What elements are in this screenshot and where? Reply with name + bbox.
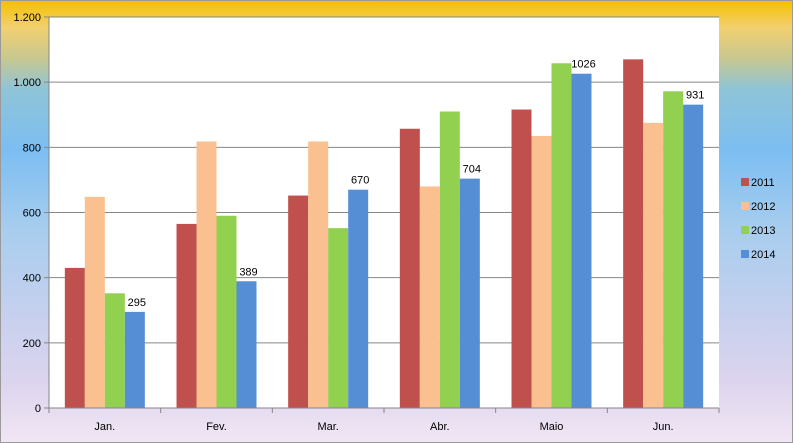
y-tick-label: 800 [23,142,41,154]
bar-2013-jun [663,91,684,408]
y-tick-label: 1.000 [13,77,41,89]
x-tick-label: Abr. [430,421,450,433]
bar-2014-jan [124,311,145,408]
bar-2011-mar [288,195,309,408]
legend-label-2013: 2013 [751,225,775,237]
legend-swatch-2012 [741,202,749,210]
bar-2013-jan [104,293,125,408]
bar-2012-fev [196,141,217,409]
bars [64,59,704,409]
bar-2014-mar [348,189,369,408]
data-label: 389 [239,266,257,278]
bar-2011-abr [399,128,420,408]
legend-label-2011: 2011 [751,177,775,189]
x-tick-label: Mar. [317,421,338,433]
bar-2014-jun [683,104,704,408]
y-tick-label: 600 [23,208,41,220]
bar-2012-maio [531,135,552,408]
legend: 2011 2012 2013 2014 [741,177,775,261]
data-label: 704 [463,164,481,176]
x-tick-label: Maio [540,421,564,433]
y-tick-label: 1.200 [13,12,41,24]
x-tick-labels: Jan. Fev. Mar. Abr. Maio Jun. [94,421,673,433]
legend-swatch-2013 [741,226,749,234]
gridlines [44,16,719,409]
x-tick-label: Jan. [94,421,115,433]
bar-2011-jan [64,267,85,408]
data-label: 1026 [571,59,595,71]
bar-2013-mar [328,228,349,408]
bar-2011-fev [176,223,197,408]
bar-2013-fev [216,215,237,408]
y-tick-labels: 0 200 400 600 800 1.000 1.200 [13,12,41,415]
bar-2014-abr [459,178,480,408]
y-tick-label: 0 [35,403,41,415]
bar-2011-jun [623,59,644,408]
bar-2014-fev [236,281,257,408]
bar-2012-mar [308,141,329,409]
legend-swatch-2011 [741,178,749,186]
bar-2012-jan [84,196,105,408]
axes [48,17,720,413]
bar-2014-maio [571,73,592,408]
y-tick-label: 400 [23,273,41,285]
data-labels: 295 389 670 704 1026 931 [128,59,705,309]
data-label: 670 [351,175,369,187]
bar-2012-jun [643,122,664,408]
legend-swatch-2014 [741,250,749,258]
data-label: 931 [686,90,704,102]
bar-2013-maio [551,63,572,408]
bar-2011-maio [511,109,532,408]
bar-2013-abr [439,111,460,408]
legend-label-2014: 2014 [751,249,775,261]
bar-2012-abr [419,186,440,408]
x-tick-label: Fev. [206,421,227,433]
legend-label-2012: 2012 [751,201,775,213]
y-tick-label: 200 [23,338,41,350]
x-tick-label: Jun. [653,421,674,433]
data-label: 295 [128,297,146,309]
